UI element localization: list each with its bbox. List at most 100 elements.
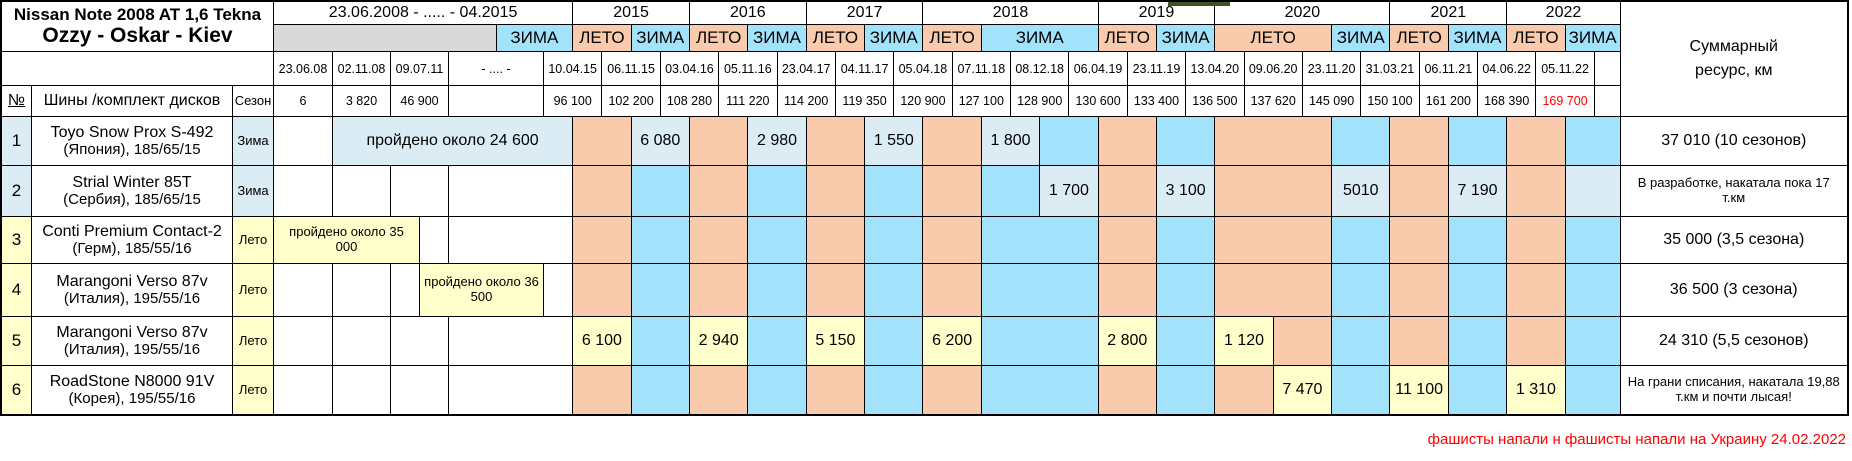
value-cell[interactable]: 2 980 xyxy=(748,117,806,165)
date-cell[interactable]: 23.11.19 xyxy=(1127,52,1186,85)
period-cell[interactable] xyxy=(865,264,923,316)
season-header-summer[interactable]: ЛЕТО xyxy=(1507,25,1565,51)
empty-cell[interactable] xyxy=(420,217,448,263)
period-cell[interactable] xyxy=(1448,264,1507,316)
value-cell[interactable]: 11 100 xyxy=(1390,366,1448,414)
date-cell[interactable]: 05.04.18 xyxy=(894,52,952,85)
year-header-2015[interactable]: 2015 xyxy=(573,2,689,24)
value-cell[interactable]: 1 120 xyxy=(1215,317,1273,365)
period-cell[interactable] xyxy=(923,366,981,414)
period-cell[interactable] xyxy=(689,166,748,216)
empty-cell[interactable] xyxy=(544,264,573,316)
date-cell[interactable]: - .... - xyxy=(449,52,543,85)
period-cell[interactable] xyxy=(748,366,806,414)
period-cell[interactable] xyxy=(1332,317,1390,365)
tire-number[interactable]: 4 xyxy=(2,264,31,316)
tires-header[interactable]: Шины /комплект дисков xyxy=(32,86,232,116)
period-cell[interactable] xyxy=(1215,217,1332,263)
date-trailing-cell[interactable] xyxy=(1594,52,1620,85)
current-season-cell[interactable] xyxy=(1565,166,1620,216)
period-cell[interactable] xyxy=(631,366,689,414)
period-cell[interactable] xyxy=(1565,366,1620,414)
tire-season[interactable]: Зима xyxy=(233,166,273,216)
empty-cell[interactable] xyxy=(274,366,332,414)
value-cell[interactable]: 2 940 xyxy=(689,317,748,365)
title-block[interactable]: Nissan Note 2008 AT 1,6 Tekna Ozzy - Oska… xyxy=(2,2,273,51)
period-cell[interactable] xyxy=(1040,117,1098,165)
season-header-summer[interactable]: ЛЕТО xyxy=(1390,25,1448,51)
empty-cell[interactable] xyxy=(391,366,448,414)
period-cell[interactable] xyxy=(1098,117,1156,165)
empty-cell[interactable] xyxy=(333,166,390,216)
period-cell[interactable] xyxy=(981,317,1098,365)
period-cell[interactable] xyxy=(1332,117,1390,165)
period-cell[interactable] xyxy=(1215,166,1332,216)
tire-name[interactable]: RoadStone N8000 91V (Корея), 195/55/16 xyxy=(32,366,232,414)
season-gray-bar[interactable] xyxy=(274,25,496,51)
date-cell[interactable]: 23.06.08 xyxy=(274,52,332,85)
value-cell[interactable]: 5010 xyxy=(1332,166,1390,216)
tire-name[interactable]: Marangoni Verso 87v (Италия), 195/55/16 xyxy=(32,264,232,316)
date-cell[interactable]: 09.07.11 xyxy=(391,52,448,85)
tire-number[interactable]: 5 xyxy=(2,317,31,365)
tire-number[interactable]: 6 xyxy=(2,366,31,414)
date-cell[interactable]: 31.03.21 xyxy=(1361,52,1419,85)
value-cell[interactable]: 6 100 xyxy=(573,317,631,365)
empty-cell[interactable] xyxy=(333,264,390,316)
period-cell[interactable] xyxy=(1565,217,1620,263)
date-cell[interactable]: 10.04.15 xyxy=(544,52,602,85)
empty-cell[interactable] xyxy=(333,317,390,365)
empty-cell[interactable] xyxy=(274,166,332,216)
odometer-cell[interactable]: 136 500 xyxy=(1186,86,1244,116)
odometer-cell[interactable]: 137 620 xyxy=(1244,86,1302,116)
period-cell[interactable] xyxy=(573,166,631,216)
odometer-cell[interactable]: 3 820 xyxy=(333,86,390,116)
period-cell[interactable] xyxy=(806,217,865,263)
period-cell[interactable] xyxy=(1273,317,1332,365)
period-cell[interactable] xyxy=(573,117,631,165)
period-cell[interactable] xyxy=(981,217,1098,263)
period-cell[interactable] xyxy=(631,217,689,263)
period-cell[interactable] xyxy=(573,217,631,263)
period-cell[interactable] xyxy=(1098,366,1156,414)
season-header-winter[interactable]: ЗИМА xyxy=(631,25,689,51)
date-row-left-cell[interactable] xyxy=(2,52,273,85)
season-header-winter[interactable]: ЗИМА xyxy=(1448,25,1507,51)
period-cell[interactable] xyxy=(1507,264,1565,316)
period-cell[interactable] xyxy=(1332,366,1390,414)
summary-cell[interactable]: 37 010 (10 сезонов) xyxy=(1620,117,1847,165)
season-header-summer[interactable]: ЛЕТО xyxy=(923,25,981,51)
date-cell[interactable]: 05.11.22 xyxy=(1536,52,1594,85)
tire-name[interactable]: Toyo Snow Prox S-492 (Япония), 185/65/15 xyxy=(32,117,232,165)
empty-cell[interactable] xyxy=(449,166,573,216)
period-cell[interactable] xyxy=(865,166,923,216)
empty-cell[interactable] xyxy=(274,317,332,365)
season-header-summer[interactable]: ЛЕТО xyxy=(689,25,748,51)
tire-season[interactable]: Лето xyxy=(233,366,273,414)
period-cell[interactable] xyxy=(631,166,689,216)
tire-name[interactable]: Strial Winter 85T (Сербия), 185/65/15 xyxy=(32,166,232,216)
period-cell[interactable] xyxy=(1098,217,1156,263)
period-cell[interactable] xyxy=(631,264,689,316)
period-cell[interactable] xyxy=(1565,317,1620,365)
date-cell[interactable]: 13.04.20 xyxy=(1186,52,1244,85)
period-cell[interactable] xyxy=(1156,264,1215,316)
date-cell[interactable]: 08.12.18 xyxy=(1011,52,1069,85)
odometer-cell[interactable]: 168 390 xyxy=(1478,86,1536,116)
early-range-header[interactable]: 23.06.2008 - ..... - 04.2015 xyxy=(274,2,573,24)
period-cell[interactable] xyxy=(748,317,806,365)
date-cell[interactable]: 04.06.22 xyxy=(1478,52,1536,85)
summary-header[interactable]: Суммарный ресурс, км xyxy=(1620,2,1847,116)
odometer-cell[interactable] xyxy=(449,86,543,116)
note-cell[interactable]: пройдено около 35 000 xyxy=(274,217,419,263)
period-cell[interactable] xyxy=(1156,366,1215,414)
odometer-cell[interactable]: 114 200 xyxy=(777,86,835,116)
date-cell[interactable]: 07.11.18 xyxy=(952,52,1010,85)
year-header-2017[interactable]: 2017 xyxy=(806,2,923,24)
period-cell[interactable] xyxy=(1565,117,1620,165)
odometer-cell[interactable]: 127 100 xyxy=(952,86,1010,116)
period-cell[interactable] xyxy=(689,217,748,263)
date-cell[interactable]: 06.11.21 xyxy=(1419,52,1477,85)
period-cell[interactable] xyxy=(1390,317,1448,365)
year-header-2019[interactable]: 2019 xyxy=(1098,2,1215,24)
